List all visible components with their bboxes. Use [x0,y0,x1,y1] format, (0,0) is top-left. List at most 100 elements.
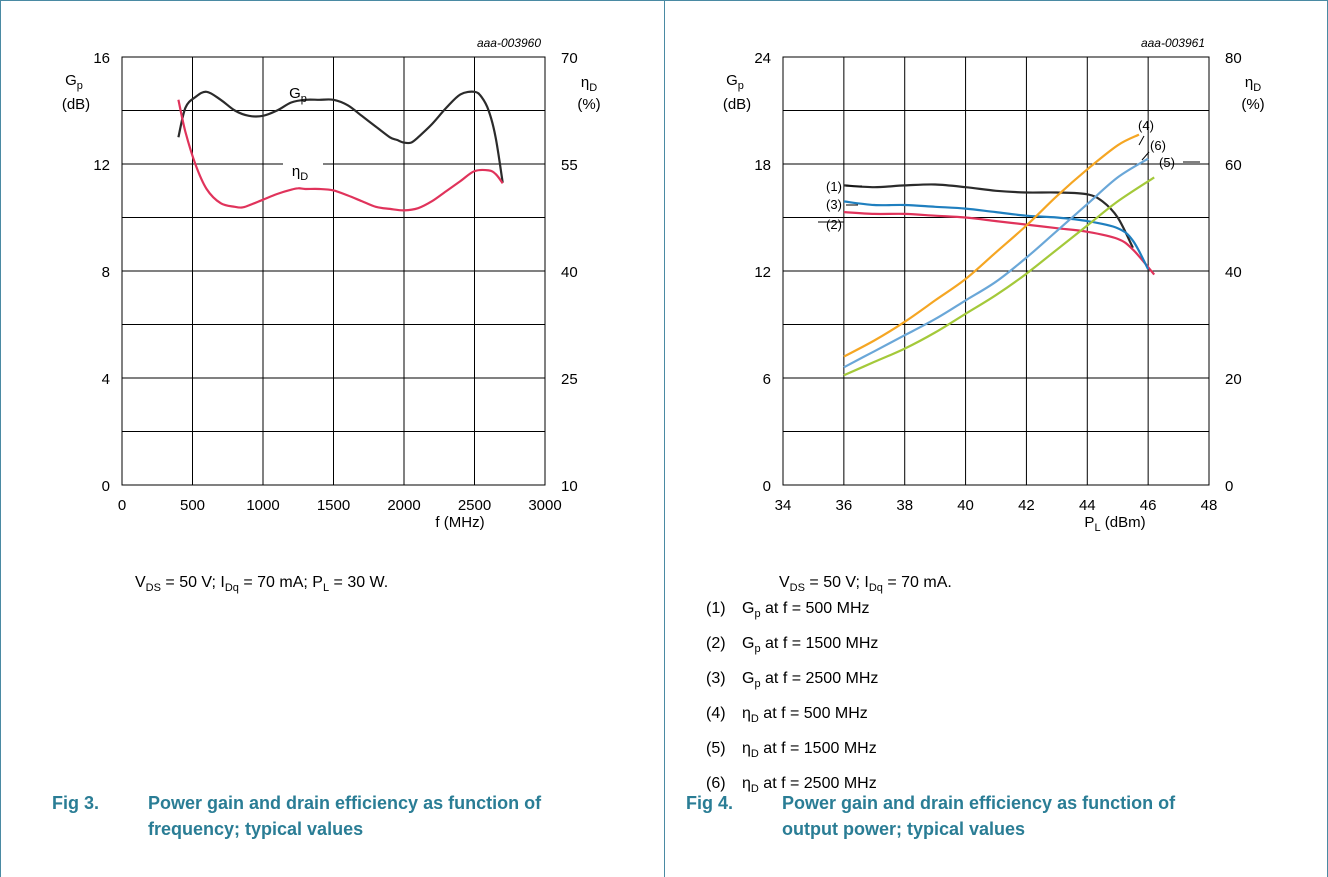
fig3-y-right-tick-label: 25 [561,371,578,388]
fig4-series-label-leader [1138,135,1145,146]
legend-item-text: ηD at f = 1500 MHz [742,740,877,761]
fig4-y-right-tick-label: 0 [1225,478,1233,495]
legend-item: (1) Gp at f = 500 MHz [706,600,878,635]
fig4-x-tick-label: 44 [1079,497,1096,514]
fig4-y-right-tick-label: 20 [1225,371,1242,388]
fig4-legend: (1) Gp at f = 500 MHz (2) Gp at f = 1500 MH… [706,600,878,810]
legend-item: (4) ηD at f = 500 MHz [706,705,878,740]
legend-item-number: (4) [706,705,726,722]
fig3-x-axis-label: f (MHz) [435,514,484,531]
fig4-series-label-leader [1141,151,1150,161]
fig4-y-left-tick-label: 6 [763,371,771,388]
fig4-series-line-5 [843,157,1149,369]
fig3-y-right-tick-label: 70 [561,50,578,67]
fig4-y-left-tick-label: 0 [763,478,771,495]
fig4-series-label: (4) [1138,118,1154,133]
fig3-y-left-tick-label: 12 [93,157,110,174]
fig3-figure-code: aaa-003960 [477,36,541,50]
fig3-y-right-unit: (%) [577,96,600,113]
fig3-x-tick-label: 2000 [387,497,420,514]
fig4-y-right-label: ηD [1245,74,1261,94]
fig4-series-label: (1) [826,179,842,194]
legend-item-number: (3) [706,670,726,687]
fig4-x-tick-label: 36 [836,497,853,514]
fig4-conditions: VDS = 50 V; IDq = 70 mA. [779,574,952,595]
fig4-series-label: (5) [1159,155,1175,170]
fig4-y-left-label: Gp [726,72,744,92]
legend-item-text: ηD at f = 500 MHz [742,705,868,726]
fig3-y-right-tick-label: 10 [561,478,578,495]
fig4-series-line-0 [843,183,1134,249]
fig4-series-label: (2) [826,217,842,232]
fig4-x-tick-label: 34 [775,497,792,514]
fig4-y-right-unit: (%) [1241,96,1264,113]
fig4-caption-number: Fig 4. [686,793,734,813]
fig4-caption-line2: output power; typical values [782,819,1026,839]
fig4-caption-line1: Power gain and drain efficiency as funct… [782,793,1176,813]
fig3-x-tick-label: 0 [118,497,126,514]
fig3-x-tick-label: 500 [180,497,205,514]
fig4-y-left-tick-label: 24 [754,50,771,67]
fig4-y-left-unit: (dB) [723,96,751,113]
fig3-y-right-tick-label: 40 [561,264,578,281]
fig4-figure-code: aaa-003961 [1141,36,1205,50]
fig3-y-right-tick-label: 55 [561,157,578,174]
fig4-plot-frame [782,56,1210,486]
center-divider [664,0,665,877]
legend-item-text: Gp at f = 1500 MHz [742,635,879,656]
fig4-x-tick-label: 42 [1018,497,1035,514]
legend-item-text: ηD at f = 2500 MHz [742,775,877,796]
legend-item: (2) Gp at f = 1500 MHz [706,635,878,670]
fig3-y-left-tick-label: 16 [93,50,110,67]
fig3-y-right-label: ηD [581,74,597,94]
fig3-y-left-label: Gp [65,72,83,92]
fig4-series-line-1 [843,211,1156,276]
fig3-curve-label-eta: ηD [292,163,308,183]
fig3-caption: Fig 3. Power gain and drain efficiency a… [52,790,652,850]
fig3-curve-label-eta-bg [283,158,323,180]
fig4-y-right-tick-label: 60 [1225,157,1242,174]
fig4-x-tick-label: 48 [1201,497,1218,514]
fig4-y-left-tick-label: 18 [754,157,771,174]
fig3-y-left-tick-label: 4 [102,371,110,388]
fig3-series-line-0 [177,90,504,183]
legend-item-number: (2) [706,635,726,652]
fig4-x-axis-label: PL (dBm) [1084,514,1145,534]
fig4-series-line-2 [843,200,1150,270]
fig3-caption-number: Fig 3. [52,793,100,813]
fig4-y-right-tick-label: 80 [1225,50,1242,67]
legend-item-number: (1) [706,600,726,617]
fig3-x-tick-label: 3000 [528,497,561,514]
fig3-curve-label-gp: Gp [289,85,307,105]
fig3-caption-line1: Power gain and drain efficiency as funct… [148,793,542,813]
fig4-y-right-tick-label: 40 [1225,264,1242,281]
legend-item-text: Gp at f = 500 MHz [742,600,870,621]
fig3-plot-frame [121,56,546,486]
fig4-x-tick-label: 38 [896,497,913,514]
fig4-series-line-4 [843,176,1155,377]
fig4-series-label: (3) [826,197,842,212]
fig3-caption-line2: frequency; typical values [148,819,364,839]
fig3-series-line-1 [177,99,504,212]
fig3-x-tick-label: 1000 [246,497,279,514]
fig4-x-tick-label: 40 [957,497,974,514]
fig3-y-left-tick-label: 8 [102,264,110,281]
legend-item: (3) Gp at f = 2500 MHz [706,670,878,705]
fig3-caption-text: Power gain and drain efficiency as funct… [148,790,708,842]
left-border [0,0,1,877]
fig4-series-line-3 [843,133,1140,358]
fig3-x-tick-label: 1500 [317,497,350,514]
fig4-y-left-tick-label: 12 [754,264,771,281]
fig3-x-tick-label: 2500 [458,497,491,514]
legend-item-text: Gp at f = 2500 MHz [742,670,879,691]
fig3-y-left-tick-label: 0 [102,478,110,495]
fig4-caption-text: Power gain and drain efficiency as funct… [782,790,1328,842]
legend-item: (5) ηD at f = 1500 MHz [706,740,878,775]
fig3-conditions: VDS = 50 V; IDq = 70 mA; PL = 30 W. [135,574,389,595]
fig4-series-label: (6) [1150,138,1166,153]
legend-item-number: (6) [706,775,726,792]
fig4-caption: Fig 4. Power gain and drain efficiency a… [686,790,1316,850]
legend-item: (6) ηD at f = 2500 MHz [706,775,878,810]
fig4-x-tick-label: 46 [1140,497,1157,514]
